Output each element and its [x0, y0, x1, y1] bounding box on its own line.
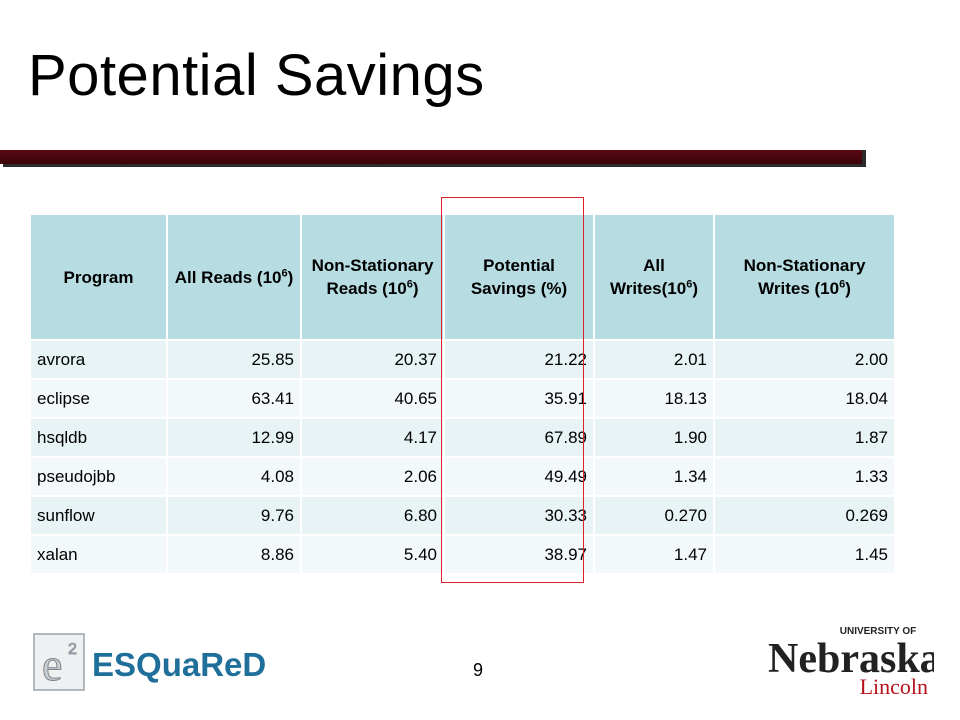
- cell-all-writes: 2.01: [593, 339, 714, 379]
- cell-all-writes: 1.47: [593, 534, 714, 573]
- header-potential-savings: Potential Savings (%): [443, 215, 594, 340]
- cell-program: xalan: [31, 534, 167, 573]
- title-divider-bar: [0, 150, 862, 164]
- cell-potential-savings: 49.49: [443, 456, 594, 496]
- cell-non-stationary-writes: 1.87: [713, 417, 894, 457]
- cell-all-reads: 8.86: [166, 534, 301, 573]
- table-row: eclipse 63.41 40.65 35.91 18.13 18.04: [31, 378, 894, 418]
- cell-all-reads: 9.76: [166, 495, 301, 535]
- cell-program: eclipse: [31, 378, 167, 418]
- cell-non-stationary-reads: 20.37: [300, 339, 444, 379]
- cell-program: avrora: [31, 339, 167, 379]
- table-row: xalan 8.86 5.40 38.97 1.47 1.45: [31, 534, 894, 573]
- header-non-stationary-writes: Non-Stationary Writes (106): [713, 215, 894, 340]
- cell-non-stationary-reads: 5.40: [300, 534, 444, 573]
- cell-all-writes: 0.270: [593, 495, 714, 535]
- cell-non-stationary-reads: 40.65: [300, 378, 444, 418]
- cell-all-reads: 12.99: [166, 417, 301, 457]
- cell-non-stationary-writes: 18.04: [713, 378, 894, 418]
- table-row: pseudojbb 4.08 2.06 49.49 1.34 1.33: [31, 456, 894, 496]
- cell-potential-savings: 30.33: [443, 495, 594, 535]
- cell-non-stationary-reads: 6.80: [300, 495, 444, 535]
- cell-non-stationary-reads: 2.06: [300, 456, 444, 496]
- header-program: Program: [31, 215, 167, 340]
- cell-all-reads: 25.85: [166, 339, 301, 379]
- cell-potential-savings: 38.97: [443, 534, 594, 573]
- cell-all-reads: 63.41: [166, 378, 301, 418]
- cell-all-writes: 1.90: [593, 417, 714, 457]
- savings-table: Program All Reads (106) Non-Stationary R…: [31, 215, 894, 573]
- esquared-logo-mark-sup: 2: [68, 641, 77, 658]
- nebraska-logo-sub: Lincoln: [860, 674, 928, 699]
- cell-non-stationary-reads: 4.17: [300, 417, 444, 457]
- header-all-reads: All Reads (106): [166, 215, 301, 340]
- cell-non-stationary-writes: 0.269: [713, 495, 894, 535]
- cell-non-stationary-writes: 1.33: [713, 456, 894, 496]
- nebraska-logo-top: UNIVERSITY OF: [840, 626, 917, 637]
- table-row: sunflow 9.76 6.80 30.33 0.270 0.269: [31, 495, 894, 535]
- table-header-row: Program All Reads (106) Non-Stationary R…: [31, 215, 894, 340]
- table-row: hsqldb 12.99 4.17 67.89 1.90 1.87: [31, 417, 894, 457]
- esquared-logo-mark: e: [42, 639, 62, 690]
- page-number: 9: [473, 660, 484, 680]
- esquared-logo: e 2 ESQuaReD: [33, 633, 266, 691]
- cell-potential-savings: 35.91: [443, 378, 594, 418]
- nebraska-logo-main: Nebraska: [768, 636, 934, 682]
- nebraska-logo: UNIVERSITY OF Nebraska Lincoln: [768, 626, 934, 699]
- cell-potential-savings: 67.89: [443, 417, 594, 457]
- table-row: avrora 25.85 20.37 21.22 2.01 2.00: [31, 339, 894, 379]
- cell-all-reads: 4.08: [166, 456, 301, 496]
- cell-program: hsqldb: [31, 417, 167, 457]
- header-all-writes: All Writes(106): [593, 215, 714, 340]
- cell-potential-savings: 21.22: [443, 339, 594, 379]
- cell-program: sunflow: [31, 495, 167, 535]
- header-non-stationary-reads: Non-Stationary Reads (106): [300, 215, 444, 340]
- esquared-logo-text: ESQuaReD: [92, 646, 266, 683]
- slide-title: Potential Savings: [28, 43, 485, 108]
- cell-all-writes: 1.34: [593, 456, 714, 496]
- cell-all-writes: 18.13: [593, 378, 714, 418]
- cell-non-stationary-writes: 1.45: [713, 534, 894, 573]
- potential-savings-highlight: [441, 197, 584, 583]
- cell-non-stationary-writes: 2.00: [713, 339, 894, 379]
- esquared-logo-tile: [33, 633, 85, 691]
- cell-program: pseudojbb: [31, 456, 167, 496]
- title-divider-shadow: [862, 150, 866, 167]
